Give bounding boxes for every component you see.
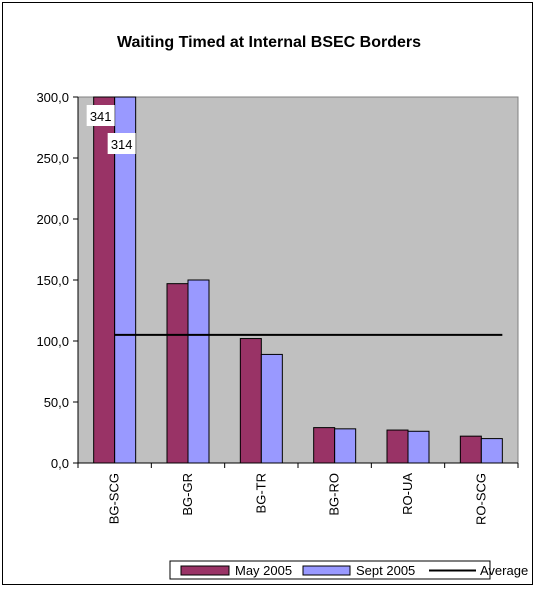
bar-bg-ro-s1	[313, 427, 336, 464]
bar-bg-gr-s2	[187, 279, 210, 464]
data-label-bg-314	[107, 133, 136, 154]
bar-ro-ua-s2	[407, 430, 430, 464]
legend-label-sept-2005: Sept 2005	[356, 563, 415, 578]
y-tick-label-150: 150,0	[36, 273, 69, 288]
x-tick-label-bg-gr: BG-GR	[180, 473, 195, 516]
x-tick-label-ro-scg: RO-SCG	[473, 473, 488, 525]
axis-layer: BG-SCG BG-GR BG-TR BG-RO RO-UA RO-SCG 0,0 50,0 1…	[36, 90, 519, 525]
plot-area	[77, 96, 519, 464]
bars-layer	[93, 96, 503, 464]
data-label-bg-341	[86, 105, 115, 126]
y-tick-label-100: 100,0	[36, 334, 69, 349]
bar-ro-scg-s1	[459, 435, 482, 464]
bar-bg-tr-s2	[260, 353, 283, 464]
data-label-314: 314	[111, 137, 133, 152]
x-tick-label-bg-scg: BG-SCG	[107, 473, 122, 524]
legend: May 2005 Sept 2005 Average	[169, 560, 528, 580]
y-tick-label-200: 200,0	[36, 212, 69, 227]
bar-ro-ua-s1	[386, 429, 409, 464]
legend-label-average: Average	[480, 563, 528, 578]
bar-bg-gr-s1	[166, 283, 189, 464]
data-labels-layer: 341 314	[86, 105, 136, 154]
y-tick-label-250: 250,0	[36, 151, 69, 166]
y-tick-label-50: 50,0	[44, 395, 69, 410]
legend-swatch-may-2005	[180, 565, 230, 576]
x-tick-label-bg-ro: BG-RO	[327, 473, 342, 516]
legend-swatch-sept-2005	[302, 565, 351, 576]
bar-bg-tr-s1	[239, 338, 262, 464]
data-label-341: 341	[90, 109, 112, 124]
bar-ro-scg-s2	[480, 438, 503, 464]
bar-bg-ro-s2	[334, 428, 357, 464]
y-tick-label-300: 300,0	[36, 90, 69, 105]
legend-label-may-2005: May 2005	[235, 563, 292, 578]
x-tick-label-bg-tr: BG-TR	[253, 473, 268, 513]
chart-title: Waiting Timed at Internal BSEC Borders	[117, 34, 421, 51]
y-tick-label-0: 0,0	[51, 456, 69, 471]
x-tick-label-ro-ua: RO-UA	[400, 473, 415, 515]
